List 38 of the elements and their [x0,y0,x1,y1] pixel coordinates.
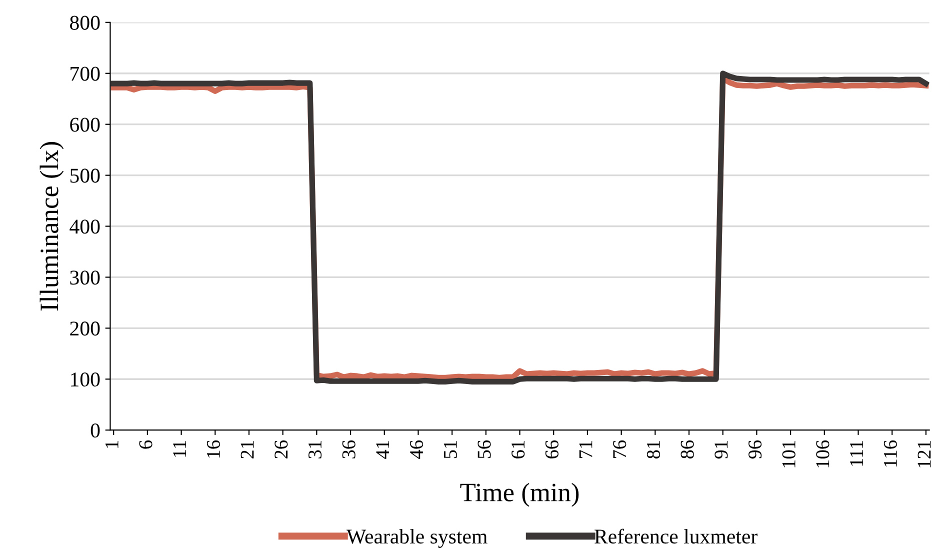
y-tick-label: 300 [70,270,100,285]
x-tick-label: 66 [545,440,558,458]
x-tick-label: 56 [478,440,491,458]
x-tick-label: 86 [680,440,694,459]
y-tick-label: 500 [70,168,100,183]
x-tick-label: 31 [308,440,322,458]
y-tick-label: 400 [70,220,100,234]
x-tick-label: 11 [173,440,186,457]
y-tick-label: 600 [70,118,100,132]
legend-label: Reference luxmeter [594,528,758,544]
x-tick-label: 51 [444,440,457,458]
y-tick-label: 100 [71,372,100,387]
x-tick-label: 76 [613,440,626,458]
x-tick-label: 41 [376,440,390,459]
x-tick-label: 26 [274,440,288,458]
x-tick-label: 111 [850,440,863,466]
x-tick-label: 91 [714,440,728,459]
x-tick-label: 1 [105,440,118,448]
x-tick-label: 61 [512,440,525,458]
y-axis-title: Illuminance (lx) [40,142,64,311]
x-tick-label: 116 [884,440,897,467]
y-tick-label: 200 [70,322,100,336]
x-axis-title: Time (min) [460,482,579,507]
x-tick-label: 16 [206,440,220,458]
x-tick-label: 46 [410,440,424,459]
x-tick-label: 106 [816,440,830,468]
y-tick-label: 700 [70,66,100,81]
y-tick-label: 800 [70,16,100,30]
x-tick-label: 21 [240,440,254,458]
x-tick-label: 81 [646,440,660,459]
x-tick-label: 121 [918,440,931,468]
x-tick-label: 36 [342,440,356,458]
x-tick-label: 101 [782,440,796,468]
x-tick-label: 71 [579,440,592,458]
y-tick-label: 0 [90,423,100,438]
x-tick-label: 96 [748,440,762,459]
legend-label: Wearable system [346,528,488,548]
x-tick-label: 6 [139,440,152,449]
